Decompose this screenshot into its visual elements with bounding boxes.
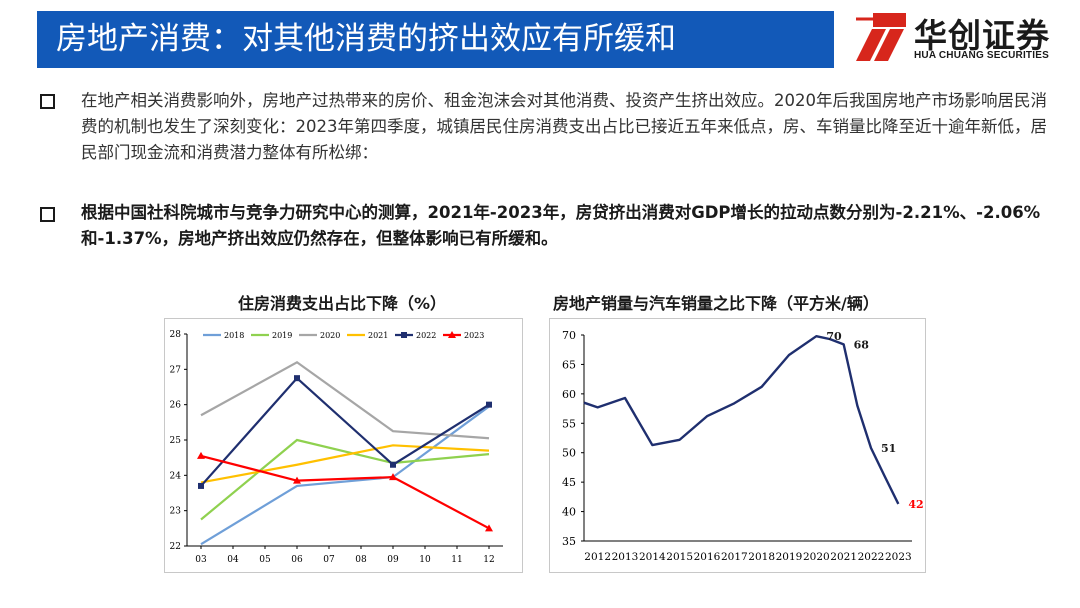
x-tick-label: 2017 bbox=[721, 551, 748, 563]
legend-2023-marker bbox=[448, 331, 456, 338]
legend-2018-label: 2018 bbox=[224, 331, 244, 340]
legend-2021-label: 2021 bbox=[368, 331, 388, 340]
y-tick-label: 26 bbox=[170, 401, 182, 411]
x-tick-label: 03 bbox=[195, 555, 207, 565]
chart-1-panel: 22 23 24 25 26 27 28 03 04 05 06 07 08 09 10 11 12 2018 20… bbox=[164, 318, 523, 573]
y-tick-label: 28 bbox=[170, 330, 182, 340]
x-tick-label: 2021 bbox=[830, 551, 857, 563]
y-tick-label: 45 bbox=[562, 476, 576, 489]
data-label: 68 bbox=[854, 338, 870, 351]
y-tick-label: 24 bbox=[170, 471, 182, 481]
x-tick-label: 2020 bbox=[803, 551, 830, 563]
data-label: 42 bbox=[908, 498, 923, 511]
x-tick-label: 04 bbox=[227, 555, 239, 565]
x-tick-label: 11 bbox=[451, 555, 462, 565]
page-title: 房地产消费：对其他消费的挤出效应有所缓和 bbox=[56, 21, 676, 57]
x-tick-label: 2015 bbox=[666, 551, 693, 563]
series-2020-line bbox=[200, 360, 490, 440]
legend-2023-label: 2023 bbox=[464, 331, 484, 340]
x-tick-label: 2016 bbox=[694, 551, 721, 563]
ratio-series-line bbox=[583, 334, 900, 505]
logo-text-en: HUA CHUANG SECURITIES bbox=[914, 50, 1049, 61]
legend-2019-label: 2019 bbox=[272, 331, 292, 340]
chart-2-plot: 35 40 45 50 55 60 65 70 2012 2013 2014 2015 2016 2017… bbox=[562, 329, 924, 563]
title-bar: 房地产消费：对其他消费的挤出效应有所缓和 bbox=[37, 11, 834, 68]
data-label: 70 bbox=[826, 330, 842, 343]
y-tick-label: 23 bbox=[170, 507, 182, 517]
y-tick-label: 40 bbox=[562, 506, 576, 519]
series-2023-point bbox=[197, 451, 205, 459]
x-tick-label: 2013 bbox=[612, 551, 639, 563]
series-2023-point bbox=[293, 476, 301, 484]
chart-2-panel: 35 40 45 50 55 60 65 70 2012 2013 2014 2015 2016 2017… bbox=[549, 318, 926, 573]
x-tick-label: 07 bbox=[323, 555, 335, 565]
y-tick-label: 27 bbox=[170, 365, 182, 375]
chart-1-plot: 22 23 24 25 26 27 28 03 04 05 06 07 08 09 10 11 12 2018 20… bbox=[170, 330, 503, 565]
series-2023-point bbox=[485, 524, 493, 532]
logo-mark-icon bbox=[856, 13, 906, 61]
y-tick-label: 22 bbox=[170, 542, 181, 552]
series-2022-point bbox=[294, 375, 300, 382]
x-tick-label: 2023 bbox=[885, 551, 912, 563]
bullet-1-text: 在地产相关消费影响外，房地产过热带来的房价、租金泡沫会对其他消费、投资产生挤出效… bbox=[81, 91, 1047, 162]
logo-text-cn: 华创证券 bbox=[914, 16, 1050, 55]
series-2018-line bbox=[200, 405, 490, 546]
y-tick-label: 65 bbox=[562, 358, 576, 371]
x-tick-label: 06 bbox=[291, 555, 303, 565]
series-2023-point bbox=[389, 473, 397, 481]
x-tick-label: 2019 bbox=[776, 551, 803, 563]
chart-2-title: 房地产销量与汽车销量之比下降（平方米/辆） bbox=[553, 294, 879, 313]
x-tick-label: 12 bbox=[483, 555, 494, 565]
x-tick-label: 05 bbox=[259, 555, 271, 565]
x-tick-label: 2018 bbox=[748, 551, 775, 563]
series-2021-line bbox=[200, 444, 490, 484]
x-tick-label: 2022 bbox=[858, 551, 885, 563]
company-logo: 华创证券 HUA CHUANG SECURITIES bbox=[856, 9, 1066, 64]
x-tick-label: 08 bbox=[355, 555, 367, 565]
legend-2020-label: 2020 bbox=[320, 331, 340, 340]
data-label: 51 bbox=[881, 442, 896, 455]
legend-2022-marker bbox=[401, 332, 407, 338]
series-2019-line bbox=[200, 438, 490, 521]
y-tick-label: 35 bbox=[562, 535, 576, 548]
series-2023-line bbox=[200, 454, 490, 530]
chart-1-title: 住房消费支出占比下降（%） bbox=[238, 294, 447, 313]
x-tick-label: 10 bbox=[419, 555, 431, 565]
bullet-2-text: 根据中国社科院城市与竞争力研究中心的测算，2021年-2023年，房贷挤出消费对… bbox=[81, 203, 1041, 248]
bullet-square-icon bbox=[40, 94, 55, 109]
series-2022-point bbox=[390, 461, 396, 468]
series-2022-line bbox=[200, 376, 490, 487]
series-2022-point bbox=[486, 401, 492, 408]
y-tick-label: 50 bbox=[562, 447, 576, 460]
x-tick-label: 09 bbox=[387, 555, 399, 565]
legend-2022-label: 2022 bbox=[416, 331, 436, 340]
series-2022-point bbox=[198, 482, 204, 489]
y-tick-label: 25 bbox=[170, 436, 182, 446]
bullet-square-icon bbox=[40, 207, 55, 222]
y-tick-label: 60 bbox=[562, 388, 576, 401]
y-tick-label: 55 bbox=[562, 417, 576, 430]
x-tick-label: 2014 bbox=[639, 551, 666, 563]
x-tick-label: 2012 bbox=[584, 551, 611, 563]
y-tick-label: 70 bbox=[562, 329, 576, 342]
